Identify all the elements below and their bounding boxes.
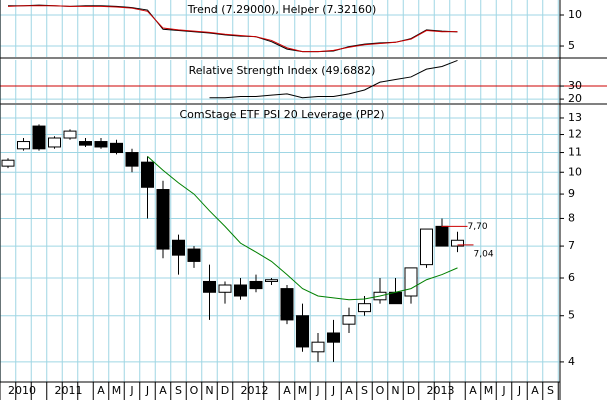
y-tick-label: 8 [568, 211, 575, 224]
candle-body [187, 248, 201, 262]
series-line [7, 5, 458, 53]
annotation-label: 7,70 [468, 222, 488, 232]
candle-body [218, 284, 232, 293]
candle-body [203, 280, 216, 293]
y-tick-label: 5 [568, 39, 575, 52]
candle-body [404, 267, 418, 297]
candle-body [234, 284, 247, 297]
mark-layer [0, 4, 607, 362]
x-tick-label: D [221, 384, 229, 397]
candle-body [296, 315, 309, 348]
x-tick-label: J [129, 384, 133, 397]
x-tick-label: J [331, 384, 335, 397]
x-tick-label: J [145, 384, 149, 397]
candle-body [110, 142, 123, 154]
price-title: ComStage ETF PSI 20 Leverage (PP2) [179, 108, 384, 121]
annotation-label: 7,04 [474, 249, 494, 259]
x-tick-label: A [159, 384, 167, 397]
x-tick-label: S [547, 384, 554, 397]
candle-body [17, 141, 30, 150]
x-tick-label: 2010 [8, 384, 36, 397]
candle-body [389, 291, 402, 305]
x-tick-label: A [97, 384, 105, 397]
x-tick-label: J [315, 384, 319, 397]
x-tick-label: O [190, 384, 199, 397]
x-tick-label: M [112, 384, 122, 397]
candle-body [94, 141, 108, 148]
candle-body [32, 125, 46, 150]
x-tick-label: S [175, 384, 182, 397]
candle-body [172, 239, 185, 256]
y-tick-label: 10 [568, 8, 582, 21]
y-tick-label: 6 [568, 271, 575, 284]
x-tick-label: N [205, 384, 213, 397]
x-tick-label: S [361, 384, 368, 397]
x-tick-label: N [391, 384, 399, 397]
x-tick-label: 2013 [427, 384, 455, 397]
x-tick-label: M [484, 384, 494, 397]
x-tick-label: D [407, 384, 415, 397]
candle-body [63, 130, 77, 139]
y-tick-label: 5 [568, 309, 575, 322]
candle-body [265, 279, 278, 282]
y-tick-label: 9 [568, 187, 575, 200]
x-tick-label: A [531, 384, 539, 397]
y-tick-label: 10 [568, 165, 582, 178]
candle-body [451, 239, 464, 247]
y-tick-label: 20 [568, 92, 582, 105]
candle-body [249, 280, 263, 290]
x-tick-label: O [376, 384, 385, 397]
candle-body [342, 315, 356, 325]
grid-layer [0, 0, 560, 382]
trend-title: Trend (7.29000), Helper (7.32160) [187, 3, 377, 16]
x-tick-label: A [345, 384, 353, 397]
candle-body [420, 228, 433, 266]
candle-body [141, 161, 154, 188]
x-tick-label: A [469, 384, 477, 397]
y-tick-label: 12 [568, 128, 582, 141]
y-tick-label: 30 [568, 79, 582, 92]
candle-body [327, 332, 340, 343]
x-tick-label: M [298, 384, 308, 397]
candle-body [1, 159, 15, 167]
x-tick-label: J [501, 384, 505, 397]
y-tick-label: 11 [568, 146, 582, 159]
candle-body [280, 288, 294, 321]
candle-body [48, 137, 61, 148]
candle-body [435, 225, 449, 247]
rsi-title: Relative Strength Index (49.6882) [189, 64, 376, 77]
x-tick-label: A [283, 384, 291, 397]
candle-body [358, 303, 371, 313]
y-tick-label: 4 [568, 355, 575, 368]
x-tick-label: 2012 [241, 384, 269, 397]
x-tick-label: J [517, 384, 521, 397]
candle-body [156, 189, 170, 250]
series-line [209, 59, 458, 99]
y-tick-label: 13 [568, 111, 582, 124]
candle-body [79, 141, 92, 146]
y-tick-label: 7 [568, 239, 575, 252]
candle-body [125, 152, 139, 167]
x-tick-label: 2011 [55, 384, 83, 397]
candle-body [311, 341, 325, 353]
average-line [147, 155, 458, 301]
series-line [8, 4, 458, 53]
